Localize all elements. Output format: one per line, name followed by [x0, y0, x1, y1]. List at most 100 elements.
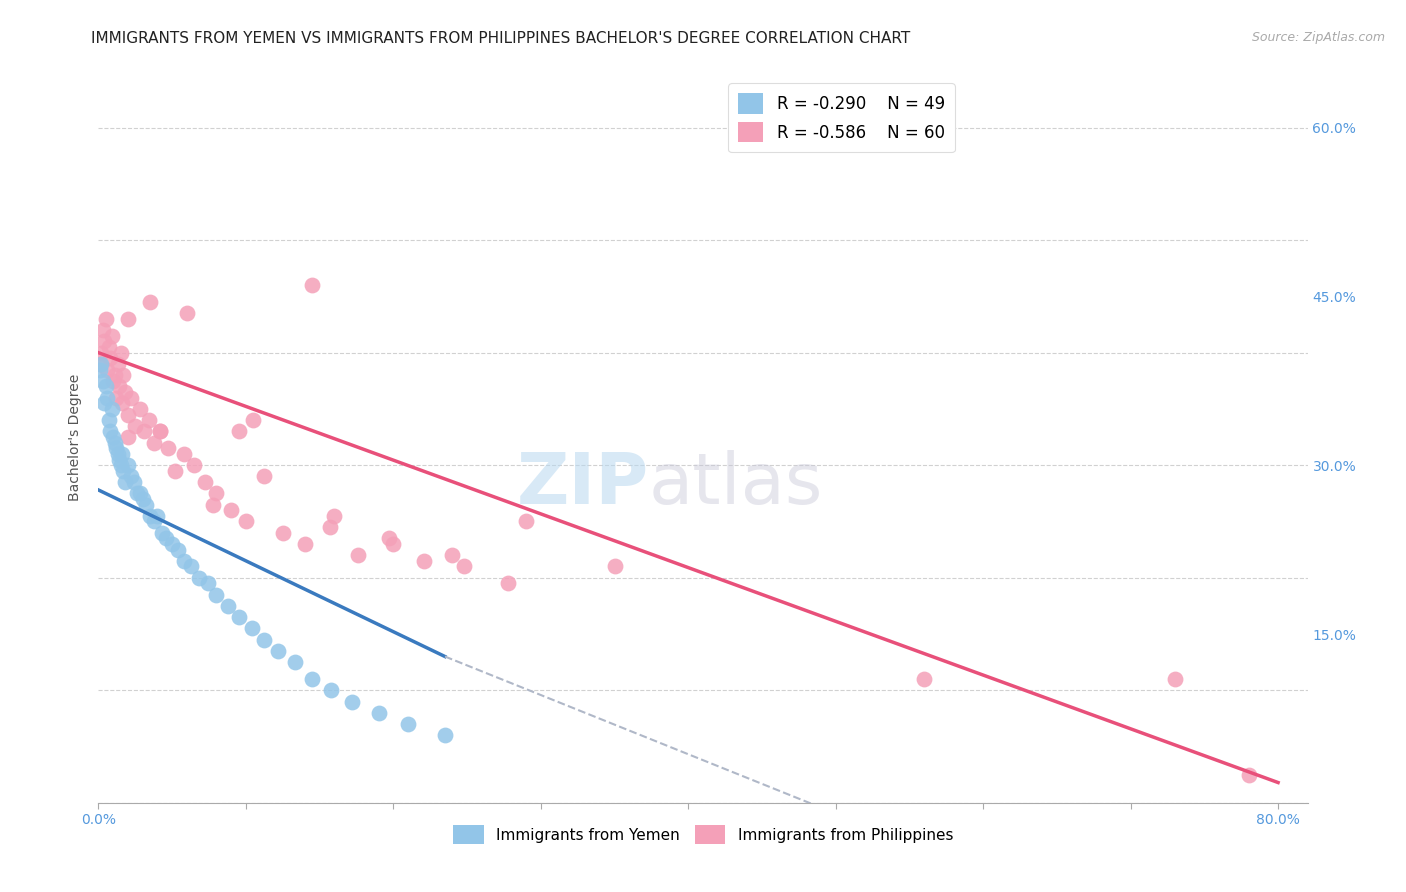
- Point: [112, 368, 135, 383]
- Point: [228, 610, 250, 624]
- Point: [149, 425, 172, 439]
- Point: [217, 599, 239, 613]
- Point: [120, 469, 142, 483]
- Point: [117, 458, 139, 473]
- Point: [108, 379, 131, 393]
- Point: [340, 694, 363, 708]
- Point: [111, 447, 134, 461]
- Point: [235, 515, 257, 529]
- Text: ZIP: ZIP: [516, 450, 648, 519]
- Point: [112, 464, 135, 478]
- Point: [100, 401, 122, 416]
- Point: [104, 368, 127, 383]
- Point: [183, 458, 205, 473]
- Point: [347, 548, 370, 562]
- Point: [117, 408, 139, 422]
- Point: [515, 515, 537, 529]
- Text: atlas: atlas: [648, 450, 823, 519]
- Point: [111, 396, 134, 410]
- Point: [94, 312, 117, 326]
- Point: [396, 717, 419, 731]
- Point: [98, 351, 121, 366]
- Point: [131, 491, 153, 506]
- Point: [228, 425, 250, 439]
- Point: [156, 442, 179, 456]
- Point: [252, 632, 274, 647]
- Point: [441, 548, 464, 562]
- Point: [138, 413, 160, 427]
- Point: [94, 379, 117, 393]
- Point: [173, 554, 195, 568]
- Point: [110, 458, 132, 473]
- Point: [219, 503, 242, 517]
- Point: [187, 571, 209, 585]
- Point: [283, 655, 305, 669]
- Point: [433, 728, 456, 742]
- Point: [97, 340, 120, 354]
- Point: [101, 430, 124, 444]
- Point: [139, 295, 162, 310]
- Point: [96, 362, 118, 376]
- Point: [301, 278, 323, 293]
- Point: [117, 430, 139, 444]
- Point: [149, 425, 172, 439]
- Point: [143, 435, 166, 450]
- Point: [90, 345, 112, 359]
- Point: [120, 391, 142, 405]
- Point: [252, 469, 274, 483]
- Point: [101, 374, 124, 388]
- Point: [205, 588, 228, 602]
- Point: [134, 425, 156, 439]
- Point: [93, 334, 115, 349]
- Point: [453, 559, 475, 574]
- Point: [155, 532, 177, 546]
- Point: [114, 475, 136, 489]
- Point: [128, 486, 150, 500]
- Point: [107, 357, 129, 371]
- Point: [91, 374, 114, 388]
- Point: [413, 554, 436, 568]
- Point: [205, 486, 228, 500]
- Point: [240, 621, 263, 635]
- Point: [96, 391, 118, 405]
- Legend: Immigrants from Yemen, Immigrants from Philippines: Immigrants from Yemen, Immigrants from P…: [447, 819, 959, 850]
- Point: [122, 475, 145, 489]
- Text: IMMIGRANTS FROM YEMEN VS IMMIGRANTS FROM PHILIPPINES BACHELOR'S DEGREE CORRELATI: IMMIGRANTS FROM YEMEN VS IMMIGRANTS FROM…: [91, 31, 911, 46]
- Point: [128, 401, 150, 416]
- Point: [382, 537, 405, 551]
- Point: [1164, 672, 1187, 686]
- Y-axis label: Bachelor's Degree: Bachelor's Degree: [69, 374, 83, 500]
- Point: [125, 486, 148, 500]
- Point: [176, 306, 198, 320]
- Point: [110, 345, 132, 359]
- Point: [93, 396, 115, 410]
- Point: [180, 559, 202, 574]
- Point: [323, 508, 346, 523]
- Point: [90, 357, 112, 371]
- Point: [202, 498, 225, 512]
- Point: [1237, 767, 1260, 781]
- Point: [267, 644, 290, 658]
- Point: [105, 442, 128, 456]
- Point: [271, 525, 294, 540]
- Point: [117, 312, 139, 326]
- Point: [319, 520, 342, 534]
- Point: [150, 525, 173, 540]
- Point: [167, 542, 190, 557]
- Point: [378, 532, 401, 546]
- Point: [105, 391, 128, 405]
- Point: [108, 452, 131, 467]
- Point: [135, 498, 157, 512]
- Text: Source: ZipAtlas.com: Source: ZipAtlas.com: [1251, 31, 1385, 45]
- Point: [114, 385, 136, 400]
- Point: [146, 508, 169, 523]
- Point: [603, 559, 626, 574]
- Point: [98, 425, 121, 439]
- Point: [124, 418, 146, 433]
- Point: [294, 537, 316, 551]
- Point: [194, 475, 217, 489]
- Point: [173, 447, 195, 461]
- Point: [104, 435, 127, 450]
- Point: [97, 413, 120, 427]
- Point: [89, 362, 111, 376]
